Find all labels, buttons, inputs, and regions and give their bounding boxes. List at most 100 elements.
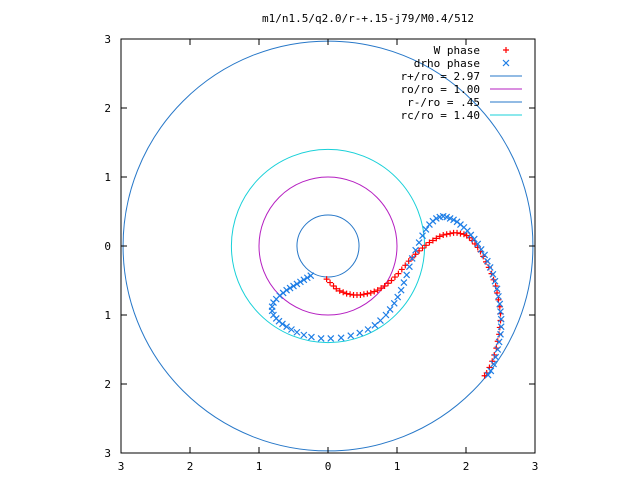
data-point-s1-74	[492, 353, 500, 361]
cross-marker	[497, 308, 504, 315]
x-tick-label-5: 2	[463, 460, 470, 473]
data-point-s1-36	[400, 279, 408, 286]
legend-label-4: r-/ro = .45	[407, 96, 480, 109]
data-point-s1-72	[495, 338, 503, 346]
data-point-s0-29	[422, 242, 429, 249]
plus-marker	[436, 233, 443, 240]
data-point-s1-66	[495, 292, 502, 300]
data-point-s1-43	[422, 226, 430, 233]
data-point-s0-21	[395, 270, 402, 277]
plus-marker	[447, 230, 454, 237]
plus-marker	[364, 290, 371, 297]
chart-title: m1/n1.5/q2.0/r-+.15-j79/M0.4/512	[262, 12, 474, 25]
data-point-s0-36	[447, 230, 454, 237]
cross-marker	[481, 251, 489, 259]
cross-marker	[497, 323, 505, 331]
data-point-s1-18	[283, 323, 291, 331]
cross-marker	[497, 315, 505, 323]
plus-marker	[330, 283, 337, 290]
data-point-s1-34	[394, 293, 402, 301]
data-point-s1-37	[403, 271, 411, 279]
data-point-s1-30	[377, 317, 384, 324]
data-point-s1-40	[412, 246, 420, 254]
cross-marker	[293, 328, 301, 336]
plus-marker	[340, 289, 347, 296]
plus-marker	[391, 274, 398, 281]
cross-marker	[386, 306, 394, 313]
cross-marker	[390, 299, 398, 307]
cross-marker	[300, 276, 308, 284]
data-point-s0-3	[333, 285, 340, 292]
cross-marker	[382, 311, 390, 319]
plus-marker	[343, 290, 350, 297]
data-point-s1-60	[481, 251, 489, 259]
data-point-s1-33	[390, 299, 398, 307]
reference-circle-3	[230, 148, 426, 344]
data-point-s1-24	[327, 335, 335, 342]
y-tick-label-3: 0	[104, 240, 111, 253]
data-point-s0-32	[433, 235, 440, 242]
cross-marker	[394, 293, 402, 301]
x-tick-label-2: 1	[256, 460, 263, 473]
data-point-s1-58	[474, 240, 482, 248]
data-point-s1-73	[494, 346, 502, 353]
legend-label-2: r+/ro = 2.97	[401, 70, 480, 83]
data-point-s0-33	[436, 233, 443, 240]
data-point-s1-75	[490, 360, 498, 368]
data-point-s1-25	[337, 334, 345, 342]
cross-marker	[327, 335, 335, 342]
plus-marker	[374, 287, 381, 294]
legend-swatch-1	[502, 59, 510, 67]
data-point-s1-38	[405, 263, 413, 271]
data-point-s1-42	[419, 232, 426, 240]
legend-label-3: ro/ro = 1.00	[401, 83, 480, 96]
x-tick-label-1: 2	[187, 460, 194, 473]
data-point-s0-19	[388, 277, 395, 284]
x-tick-label-0: 3	[118, 460, 125, 473]
data-point-s1-59	[477, 246, 485, 253]
y-tick-label-0: 3	[104, 33, 111, 46]
plus-marker	[443, 231, 450, 238]
plus-marker	[419, 245, 426, 252]
plus-marker	[395, 270, 402, 277]
data-point-s1-69	[497, 315, 505, 323]
cross-marker	[415, 239, 423, 246]
plus-marker	[405, 258, 412, 265]
cross-marker	[397, 286, 405, 294]
plus-marker	[457, 230, 464, 237]
data-point-s1-28	[364, 326, 372, 333]
data-point-s0-14	[371, 288, 378, 295]
cross-marker	[279, 320, 286, 328]
cross-marker	[371, 321, 379, 329]
data-point-s1-62	[486, 263, 494, 271]
data-point-s1-6	[286, 284, 294, 292]
cross-marker	[268, 307, 276, 315]
cross-marker	[494, 346, 502, 353]
data-point-s1-21	[300, 331, 308, 339]
data-point-s0-30	[426, 239, 433, 246]
y-tick-label-6: 3	[104, 447, 111, 460]
data-point-s0-34	[440, 231, 447, 238]
legend-swatch-0	[503, 47, 509, 53]
y-tick-label-4: 1	[104, 309, 111, 322]
cross-marker	[286, 284, 294, 292]
plus-marker	[460, 231, 467, 238]
plus-marker	[360, 291, 367, 298]
cross-marker	[492, 353, 500, 361]
data-point-s1-51	[450, 216, 458, 224]
plus-marker	[429, 237, 436, 244]
cross-marker	[307, 272, 315, 280]
data-point-s1-11	[270, 299, 277, 307]
plus-marker	[398, 266, 405, 273]
data-point-s1-1	[303, 274, 311, 282]
cross-marker	[477, 246, 485, 253]
data-point-s1-41	[415, 239, 423, 246]
data-point-s1-32	[386, 306, 394, 313]
plus-marker	[323, 276, 330, 283]
data-point-s0-24	[405, 258, 412, 265]
data-point-s1-13	[268, 307, 276, 315]
legend-label-1: drho phase	[414, 57, 480, 70]
cross-marker	[356, 329, 364, 337]
data-point-s0-12	[364, 290, 371, 297]
data-point-s1-3	[296, 278, 304, 286]
